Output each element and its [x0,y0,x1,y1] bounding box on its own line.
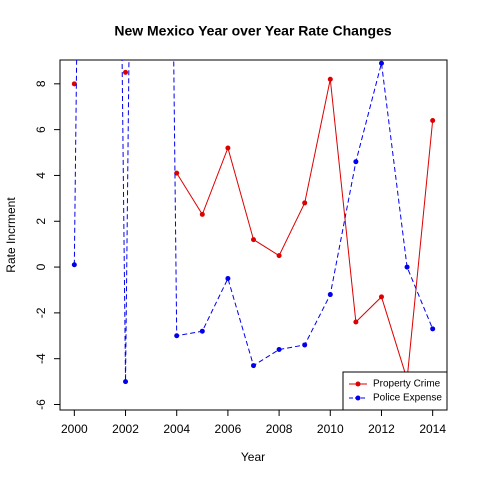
data-point [404,264,410,270]
data-point [353,319,359,325]
data-point [327,76,333,82]
legend-marker [355,395,361,401]
x-tick-label: 2014 [419,422,446,436]
data-point [123,379,129,385]
data-point [327,292,333,298]
data-point [430,117,436,123]
y-tick-label: 2 [34,218,48,225]
legend-label: Police Expense [373,393,442,404]
data-point [251,237,256,243]
data-point [276,253,282,259]
y-tick-label: -4 [34,353,48,364]
x-tick-label: 2008 [266,422,293,436]
data-point [225,145,231,151]
y-tick-label: 8 [34,80,48,87]
data-point [251,363,256,369]
data-point [276,347,282,353]
x-tick-label: 2004 [163,422,190,436]
y-tick-label: 6 [34,126,48,133]
data-point [199,328,205,334]
data-point [378,294,384,300]
x-axis-label: Year [241,450,265,464]
y-tick-label: -6 [34,399,48,410]
data-point [174,170,180,176]
data-point [225,276,231,282]
data-point [174,333,180,339]
y-axis-label: Rate Incrment [4,197,18,273]
plot-area [71,60,436,385]
y-tick-label: 0 [34,263,48,270]
legend-marker [355,381,361,387]
data-point [302,342,308,348]
series-line [176,79,434,380]
data-point [353,159,359,165]
data-point [430,326,436,332]
plot-frame [59,59,448,411]
data-point [71,81,77,87]
x-tick-label: 2012 [368,422,395,436]
legend-label: Property Crime [373,379,441,390]
chart-title: New Mexico Year over Year Rate Changes [114,23,392,39]
y-tick-label: -2 [34,307,48,318]
x-tick-label: 2002 [112,422,139,436]
series-line [73,60,434,382]
x-tick-label: 2000 [61,422,88,436]
x-tick-label: 2010 [317,422,344,436]
data-point [199,211,205,217]
data-point [71,262,77,268]
y-tick-label: 4 [34,172,48,179]
data-point [123,69,129,75]
x-tick-label: 2006 [215,422,242,436]
legend-box [342,371,448,411]
data-point [302,200,308,206]
data-point [378,60,384,66]
